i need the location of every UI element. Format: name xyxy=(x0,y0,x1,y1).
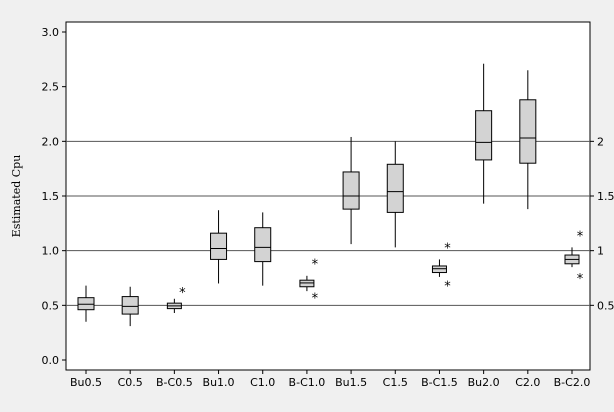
right-tick-label: 1.5 xyxy=(597,190,614,203)
y-tick-label: 2.5 xyxy=(42,81,60,94)
box-C2.0 xyxy=(519,70,537,210)
x-axis: Bu0.5 C0.5 B-C0.5 Bu1.0 C1.0 B-C1.0 Bu1.5 C1.5 B… xyxy=(70,370,590,389)
x-tick-label: Bu1.5 xyxy=(335,376,367,389)
y-axis: 0.0 0.5 1.0 1.5 2.0 2.5 3.0 xyxy=(42,26,66,367)
box-iqr xyxy=(299,279,315,288)
box-C1.0 xyxy=(254,212,272,286)
y-tick-label: 0.5 xyxy=(42,299,60,312)
x-tick-label: Bu1.0 xyxy=(203,376,235,389)
outlier-marker: * xyxy=(179,286,186,301)
right-tick-label: 0.5 xyxy=(597,299,614,312)
outlier-marker: * xyxy=(577,229,584,244)
box-Bu1.5 xyxy=(342,136,360,245)
reference-lines xyxy=(66,140,590,306)
box-Bu2.0 xyxy=(475,63,493,204)
x-tick-label: C0.5 xyxy=(118,376,143,389)
box-iqr xyxy=(386,163,404,213)
outlier-marker: * xyxy=(312,292,319,307)
box-Bu0.5 xyxy=(77,285,95,322)
y-axis-label: Estimated Cpu xyxy=(10,155,23,238)
x-tick-label: C2.0 xyxy=(515,376,540,389)
right-tick-label: 2 xyxy=(597,135,604,148)
box-C1.5 xyxy=(386,141,404,248)
box-iqr xyxy=(254,227,272,263)
box-iqr xyxy=(475,110,493,161)
outlier-marker: * xyxy=(444,280,451,295)
x-tick-label: C1.5 xyxy=(383,376,408,389)
box-iqr xyxy=(77,297,95,311)
y-tick-label: 2.0 xyxy=(42,135,60,148)
x-tick-label: B-C1.5 xyxy=(421,376,458,389)
x-tick-label: C1.0 xyxy=(250,376,275,389)
box-iqr xyxy=(431,265,447,274)
x-tick-label: B-C0.5 xyxy=(156,376,193,389)
x-tick-label: Bu2.0 xyxy=(468,376,500,389)
box-Bu1.0 xyxy=(210,210,228,284)
box-B-C2.0: ** xyxy=(564,229,584,287)
x-tick-label: B-C1.0 xyxy=(289,376,326,389)
right-tick-label: 1 xyxy=(597,245,604,258)
box-iqr xyxy=(342,171,360,210)
box-iqr xyxy=(210,232,228,260)
box-iqr xyxy=(121,296,139,315)
x-tick-label: B-C2.0 xyxy=(554,376,591,389)
outlier-marker: * xyxy=(312,258,319,273)
box-iqr xyxy=(519,99,537,164)
y-tick-label: 1.0 xyxy=(42,245,60,258)
box-B-C1.5: ** xyxy=(431,241,451,295)
outlier-marker: * xyxy=(577,272,584,287)
y-tick-label: 0.0 xyxy=(42,354,60,367)
right-axis: 0.5 1 1.5 2 xyxy=(590,135,614,312)
outlier-marker: * xyxy=(444,241,451,256)
y-tick-label: 1.5 xyxy=(42,190,60,203)
boxes: * ****** xyxy=(77,63,584,327)
box-B-C0.5: * xyxy=(166,286,186,313)
x-tick-label: Bu0.5 xyxy=(70,376,102,389)
box-C0.5 xyxy=(121,286,139,327)
box-B-C1.0: ** xyxy=(299,258,319,307)
y-tick-label: 3.0 xyxy=(42,26,60,39)
